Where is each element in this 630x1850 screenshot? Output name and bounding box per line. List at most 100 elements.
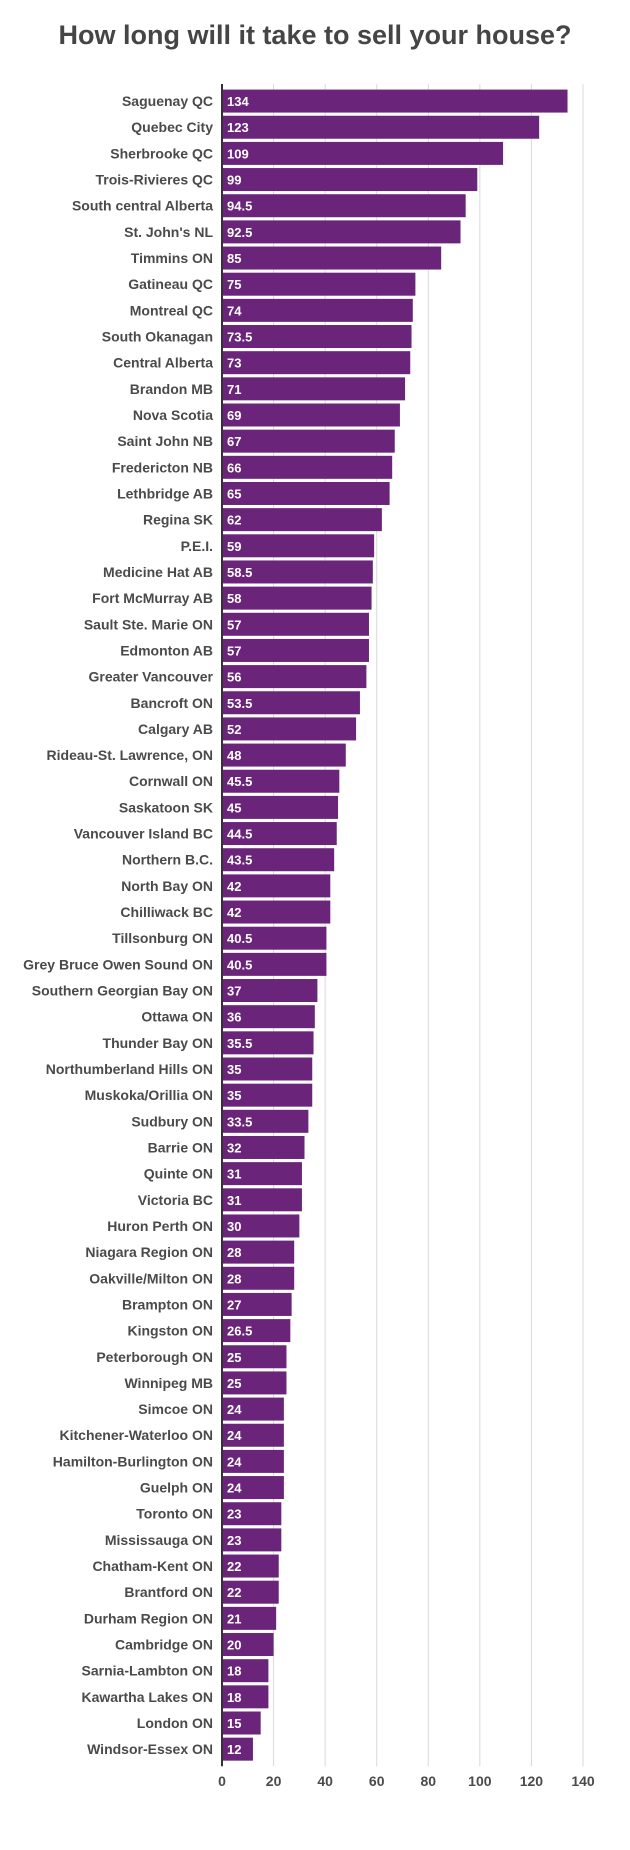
bar <box>223 508 382 532</box>
category-label: Chatham-Kent ON <box>92 1558 213 1574</box>
bar-value-label: 23 <box>227 1507 241 1522</box>
bar <box>223 952 327 976</box>
category-label: Fort McMurray AB <box>92 590 213 606</box>
bar <box>223 1737 253 1761</box>
category-label: Ottawa ON <box>141 1009 213 1025</box>
bar-value-label: 26.5 <box>227 1324 252 1339</box>
bar-value-label: 25 <box>227 1350 241 1365</box>
category-label: North Bay ON <box>121 878 213 894</box>
bar <box>223 272 416 296</box>
bar <box>223 325 412 349</box>
category-label: Timmins ON <box>131 250 213 266</box>
bar-value-label: 56 <box>227 670 241 685</box>
bar <box>223 403 400 427</box>
bar <box>223 691 360 715</box>
bar <box>223 429 395 453</box>
category-label: Durham Region ON <box>84 1610 213 1626</box>
bar <box>223 1292 292 1316</box>
category-label: Chilliwack BC <box>120 904 213 920</box>
bar-value-label: 40.5 <box>227 931 252 946</box>
bar-value-label: 22 <box>227 1585 241 1600</box>
bar <box>223 769 340 793</box>
chart-title: How long will it take to sell your house… <box>58 20 572 50</box>
bar <box>223 560 373 584</box>
category-label: London ON <box>137 1715 213 1731</box>
bar <box>223 979 318 1003</box>
category-label: Windsor-Essex ON <box>87 1741 213 1757</box>
bar-value-label: 73 <box>227 356 241 371</box>
category-label: Cornwall ON <box>129 773 213 789</box>
bar-value-label: 33.5 <box>227 1114 252 1129</box>
bar <box>223 1397 284 1421</box>
category-label: Winnipeg MB <box>124 1375 213 1391</box>
x-tick-label: 120 <box>520 1773 544 1789</box>
category-label: Toronto ON <box>136 1506 213 1522</box>
category-label: South central Alberta <box>72 198 213 214</box>
x-tick-label: 80 <box>420 1773 436 1789</box>
bar-value-label: 35.5 <box>227 1036 252 1051</box>
x-tick-label: 20 <box>266 1773 282 1789</box>
bar <box>223 1580 279 1604</box>
bar-value-label: 52 <box>227 722 241 737</box>
category-label: Nova Scotia <box>133 407 213 423</box>
category-label: Quebec City <box>131 119 213 135</box>
bar-value-label: 35 <box>227 1088 241 1103</box>
bar-value-label: 65 <box>227 486 241 501</box>
category-label: South Okanagan <box>102 329 213 345</box>
category-label: Cambridge ON <box>115 1637 213 1653</box>
bar-value-label: 69 <box>227 408 241 423</box>
bar-value-label: 74 <box>227 303 242 318</box>
bar-value-label: 43.5 <box>227 853 252 868</box>
bar-value-label: 25 <box>227 1376 241 1391</box>
bar <box>223 1528 282 1552</box>
bar <box>223 1266 295 1290</box>
bar-value-label: 57 <box>227 643 241 658</box>
bar <box>223 900 331 924</box>
bar-value-label: 58.5 <box>227 565 252 580</box>
bar-value-label: 44.5 <box>227 827 252 842</box>
category-label: Mississauga ON <box>105 1532 213 1548</box>
category-label: Regina SK <box>143 512 213 528</box>
bar <box>223 1685 269 1709</box>
x-tick-label: 60 <box>369 1773 385 1789</box>
bar <box>223 795 339 819</box>
category-labels: Saguenay QC Quebec City Sherbrooke QC Trois… <box>23 93 213 1757</box>
category-label: Northumberland Hills ON <box>46 1061 213 1077</box>
bar-value-label: 21 <box>227 1611 241 1626</box>
category-label: Fredericton NB <box>112 459 213 475</box>
bar <box>223 1005 315 1029</box>
category-label: Southern Georgian Bay ON <box>32 983 213 999</box>
bar-value-label: 73.5 <box>227 330 252 345</box>
category-label: Victoria BC <box>138 1192 213 1208</box>
bar <box>223 717 357 741</box>
category-label: Simcoe ON <box>138 1401 213 1417</box>
bar <box>223 1135 305 1159</box>
category-label: Montreal QC <box>130 302 213 318</box>
category-label: Brantford ON <box>124 1584 213 1600</box>
bar <box>223 1162 302 1186</box>
category-label: Saguenay QC <box>122 93 213 109</box>
category-label: Grey Bruce Owen Sound ON <box>23 956 213 972</box>
x-tick-label: 40 <box>317 1773 333 1789</box>
category-label: Quinte ON <box>144 1166 213 1182</box>
bar <box>223 1214 300 1238</box>
category-label: Kitchener-Waterloo ON <box>60 1427 214 1443</box>
bar-value-label: 92.5 <box>227 225 252 240</box>
bar <box>223 168 478 192</box>
bar <box>223 1057 313 1081</box>
category-label: Oakville/Milton ON <box>89 1270 213 1286</box>
category-label: Hamilton-Burlington ON <box>53 1453 213 1469</box>
category-label: Huron Perth ON <box>107 1218 213 1234</box>
category-label: Sudbury ON <box>131 1113 213 1129</box>
bar-value-label: 35 <box>227 1062 241 1077</box>
bar-value-label: 20 <box>227 1638 241 1653</box>
bar <box>223 1031 314 1055</box>
bar <box>223 1319 291 1343</box>
bar-value-label: 62 <box>227 513 241 528</box>
bar-value-label: 123 <box>227 120 249 135</box>
bar <box>223 638 369 662</box>
bar <box>223 874 331 898</box>
category-label: Brampton ON <box>122 1296 213 1312</box>
bar-value-label: 18 <box>227 1664 241 1679</box>
